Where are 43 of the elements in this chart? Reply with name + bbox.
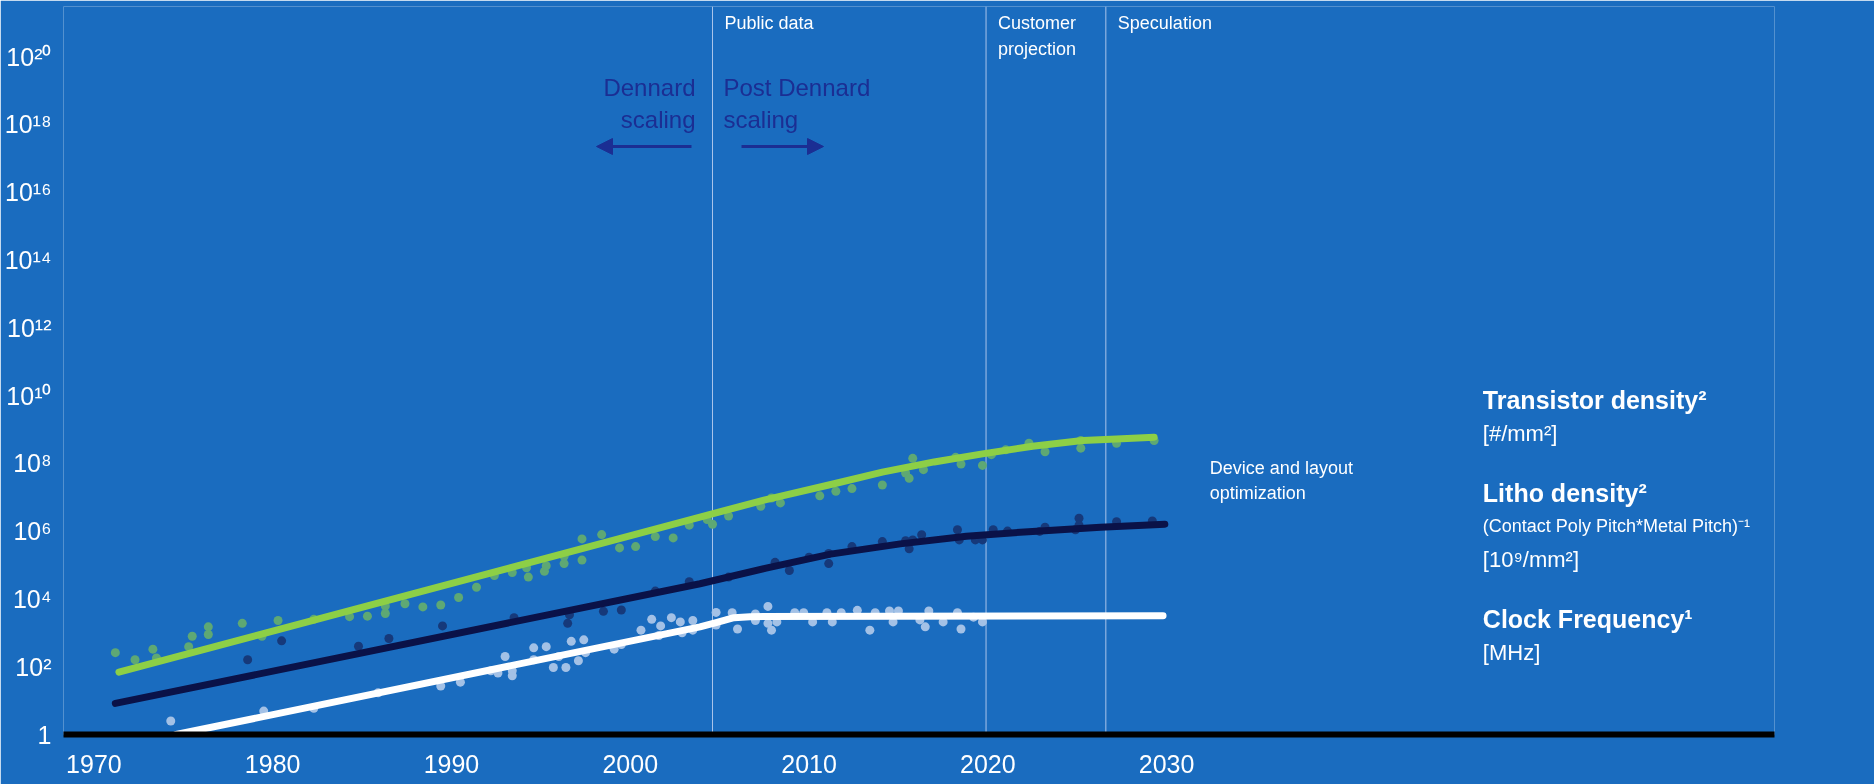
text: Clock Frequency¹: [1482, 605, 1693, 634]
point: [784, 565, 794, 575]
y-tick-label: 1: [37, 720, 52, 749]
annotation: Dennard scaling: [603, 74, 696, 133]
point: [616, 605, 626, 615]
point: [563, 618, 573, 628]
ref-line-label: Speculation: [1117, 12, 1212, 33]
annotation: [MHz]: [1482, 639, 1541, 665]
y-tick-label: 10¹⁶: [5, 178, 52, 207]
annotation: [#/mm²]: [1482, 420, 1558, 446]
x-tick-label: 1980: [244, 749, 301, 778]
annotation: Device and layout optimization: [1209, 458, 1353, 504]
y-tick-label: 10¹⁸: [4, 110, 52, 139]
point: [917, 530, 927, 540]
y-tick-label: 10¹⁰: [6, 381, 52, 410]
point: [354, 641, 363, 651]
x-tick-label: 1990: [423, 749, 480, 778]
x-tick-label: 2030: [1138, 749, 1195, 778]
x-tick-label: 2010: [781, 749, 837, 778]
y-tick-label: 10⁶: [13, 517, 52, 546]
annotation: (Contact Poly Pitch*Metal Pitch)⁻¹: [1482, 516, 1750, 537]
point: [952, 525, 962, 535]
text: Litho density²: [1482, 479, 1647, 508]
text: Transistor density²: [1482, 386, 1707, 415]
point: [824, 559, 834, 569]
ref-line-label: Customer projection: [998, 12, 1077, 59]
y-tick-label: 10¹²: [7, 313, 52, 342]
y-tick-label: 10²: [15, 652, 52, 681]
annotation: [10⁹/mm²]: [1482, 546, 1580, 572]
point: [438, 621, 448, 631]
ref-line-label: Public data: [724, 12, 815, 33]
x-tick-label: 2000: [602, 749, 659, 778]
x-tick-label: 2020: [960, 749, 1016, 778]
y-tick-label: 10⁴: [12, 584, 52, 613]
x-tick-label: 1970: [66, 749, 122, 778]
y-tick-label: 10¹⁴: [4, 245, 52, 274]
point: [277, 636, 287, 646]
y-tick-label: 10²⁰: [6, 42, 52, 71]
annotation: Post Dennard scaling: [723, 74, 871, 133]
point: [384, 634, 394, 643]
y-tick-label: 10⁸: [13, 449, 52, 478]
point: [243, 655, 253, 665]
point: [598, 606, 608, 616]
